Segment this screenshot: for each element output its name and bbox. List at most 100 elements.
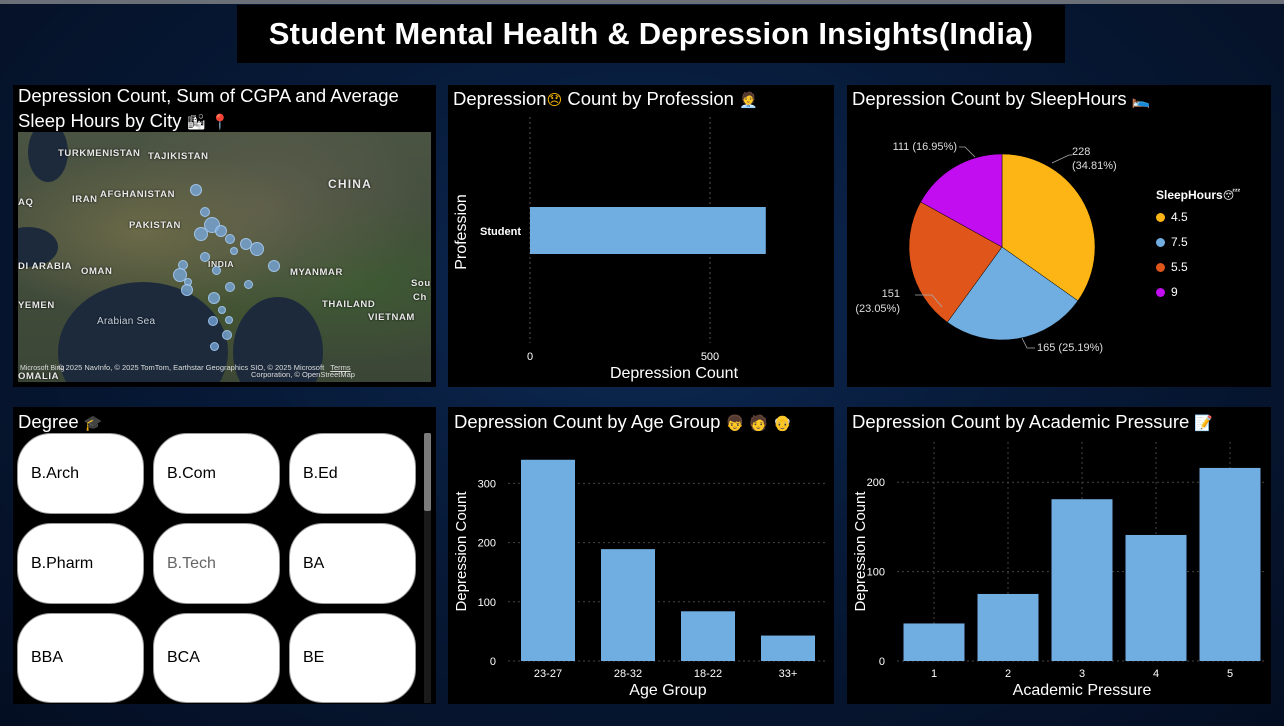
degree-option-b-tech[interactable]: B.Tech bbox=[153, 523, 280, 604]
bar-33+[interactable] bbox=[761, 635, 815, 661]
map-label-afghanistan: AFGHANISTAN bbox=[100, 189, 176, 200]
sleep-title-text: Depression Count by SleepHours bbox=[852, 88, 1127, 109]
map-label-vietnam: VIETNAM bbox=[368, 312, 415, 323]
slice-label-4-5-pct: (34.81%) bbox=[1072, 160, 1117, 172]
city-bubble[interactable] bbox=[194, 227, 208, 241]
degree-option-b-pharm[interactable]: B.Pharm bbox=[17, 523, 144, 604]
bar-28-32[interactable] bbox=[601, 549, 655, 661]
map-label-myanmar: MYANMAR bbox=[290, 267, 343, 278]
degree-option-b-com[interactable]: B.Com bbox=[153, 433, 280, 514]
leader-line-9 bbox=[959, 146, 976, 158]
cityscape-icon: 🏙 bbox=[186, 113, 206, 131]
legend-item-9[interactable]: 9 bbox=[1156, 285, 1178, 299]
age-title-text: Depression Count by Age Group bbox=[454, 411, 721, 432]
bar-1[interactable] bbox=[903, 623, 965, 661]
pie-slice-7-5[interactable] bbox=[946, 246, 1079, 341]
map-label-saudi: DI ARABIA bbox=[18, 261, 73, 272]
legend-label: 5.5 bbox=[1171, 260, 1188, 274]
pie-slice-4-5[interactable] bbox=[1001, 153, 1096, 302]
map-label-yemen: YEMEN bbox=[18, 300, 55, 311]
y-tick-label: 0 bbox=[879, 656, 885, 668]
city-bubble[interactable] bbox=[225, 316, 233, 324]
older-adult-icon: 👴 bbox=[773, 414, 792, 432]
degree-option-bca[interactable]: BCA bbox=[153, 613, 280, 703]
profession-panel-title: Depression😞 Count by Profession 🧑‍💼 bbox=[453, 86, 758, 113]
x-axis-title: Academic Pressure bbox=[1013, 682, 1152, 699]
bar-18-22[interactable] bbox=[681, 611, 735, 661]
bed-icon: 🛌 bbox=[1131, 91, 1151, 109]
bar-2[interactable] bbox=[977, 593, 1039, 661]
map-label-iraq: AQ bbox=[18, 197, 34, 208]
legend-item-4-5[interactable]: 4.5 bbox=[1156, 210, 1188, 224]
degree-panel-title: Degree 🎓 bbox=[18, 409, 103, 436]
degree-option-b-arch[interactable]: B.Arch bbox=[17, 433, 144, 514]
age-panel[interactable]: Depression Count by Age Group 👦 🧑 👴 0 100… bbox=[448, 407, 834, 704]
city-bubble[interactable] bbox=[208, 292, 220, 304]
bar-4[interactable] bbox=[1125, 534, 1187, 661]
sleeping-face-icon: 😴 bbox=[1222, 189, 1241, 202]
city-map[interactable]: TURKMENISTAN TAJIKISTAN CHINA AFGHANISTA… bbox=[18, 132, 431, 382]
city-bubble[interactable] bbox=[173, 268, 187, 282]
city-bubble[interactable] bbox=[208, 316, 218, 326]
profession-panel[interactable]: Depression😞 Count by Profession 🧑‍💼 Stud… bbox=[448, 85, 834, 387]
x-tick-label: 3 bbox=[1079, 668, 1085, 680]
degree-option-b-ed[interactable]: B.Ed bbox=[289, 433, 416, 514]
pressure-panel[interactable]: Depression Count by Academic Pressure 📝 … bbox=[847, 407, 1271, 704]
city-bubble[interactable] bbox=[190, 184, 202, 196]
city-bubble[interactable] bbox=[215, 225, 227, 237]
degree-scrollbar-thumb[interactable] bbox=[424, 433, 431, 511]
map-label-thailand: THAILAND bbox=[322, 299, 376, 310]
bar-student[interactable] bbox=[530, 207, 766, 254]
bar-23-27[interactable] bbox=[521, 459, 575, 661]
degree-option-be[interactable]: BE bbox=[289, 613, 416, 703]
x-tick-label: 2 bbox=[1005, 668, 1011, 680]
sleep-panel[interactable]: Depression Count by SleepHours 🛌 228 (34.… bbox=[847, 85, 1271, 387]
bing-logo: Microsoft Bing bbox=[20, 365, 65, 372]
city-bubble[interactable] bbox=[250, 242, 264, 256]
degree-option-ba[interactable]: BA bbox=[289, 523, 416, 604]
city-bubble[interactable] bbox=[225, 234, 235, 244]
city-bubble[interactable] bbox=[200, 252, 210, 262]
degree-option-bba[interactable]: BBA bbox=[17, 613, 144, 703]
pin-icon: 📍 bbox=[210, 113, 230, 131]
y-tick-label: 0 bbox=[490, 656, 496, 668]
map-title-text: Depression Count, Sum of CGPA and Averag… bbox=[18, 85, 399, 131]
legend-item-5-5[interactable]: 5.5 bbox=[1156, 260, 1188, 274]
dashboard-title: Student Mental Health & Depression Insig… bbox=[268, 16, 1034, 51]
leader-line-5-5 bbox=[915, 294, 943, 308]
map-terms-link[interactable]: Terms bbox=[330, 363, 351, 372]
city-bubble[interactable] bbox=[230, 247, 238, 255]
city-bubble[interactable] bbox=[210, 342, 219, 351]
age-group-chart[interactable]: 0 100 200 300 23-27 28-32 18-22 33+ Age Group Dep… bbox=[448, 407, 834, 704]
city-bubble[interactable] bbox=[222, 330, 232, 340]
legend-dot bbox=[1156, 212, 1165, 222]
city-bubble[interactable] bbox=[200, 207, 210, 217]
x-tick-label: 0 bbox=[527, 351, 533, 363]
map-label-oman: OMAN bbox=[81, 266, 113, 277]
pressure-panel-title: Depression Count by Academic Pressure 📝 bbox=[852, 409, 1213, 436]
slice-label-5-5-value: 151 bbox=[882, 288, 900, 300]
x-tick-label: 23-27 bbox=[534, 668, 562, 680]
degree-scrollbar-track[interactable] bbox=[424, 433, 431, 703]
memo-icon: 📝 bbox=[1194, 414, 1214, 432]
pie-slice-5-5[interactable] bbox=[908, 201, 1003, 323]
bar-3[interactable] bbox=[1051, 499, 1113, 661]
city-bubble[interactable] bbox=[181, 284, 193, 296]
sleep-legend-title: SleepHours😴 bbox=[1156, 188, 1240, 202]
city-bubble[interactable] bbox=[268, 260, 280, 272]
leader-line-4-5 bbox=[1051, 154, 1072, 164]
legend-item-7-5[interactable]: 7.5 bbox=[1156, 235, 1188, 249]
city-bubble[interactable] bbox=[244, 280, 253, 289]
city-bubble[interactable] bbox=[225, 282, 235, 292]
pie-slice-9[interactable] bbox=[920, 153, 1003, 248]
age-panel-title: Depression Count by Age Group 👦 🧑 👴 bbox=[454, 409, 792, 436]
profession-chart[interactable]: Student 0 500 Depression Count Profession bbox=[448, 85, 834, 387]
x-tick-label: 18-22 bbox=[694, 668, 722, 680]
map-label-arabian-sea: Arabian Sea bbox=[97, 316, 156, 327]
city-bubble[interactable] bbox=[212, 266, 221, 275]
city-bubble[interactable] bbox=[218, 306, 226, 314]
profession-title-rest: Count by Profession bbox=[567, 88, 734, 109]
sleep-pie-chart[interactable]: 228 (34.81%) 165 (25.19%) 151 (23.05%) 111 (1… bbox=[847, 85, 1271, 387]
bar-5[interactable] bbox=[1199, 467, 1261, 661]
